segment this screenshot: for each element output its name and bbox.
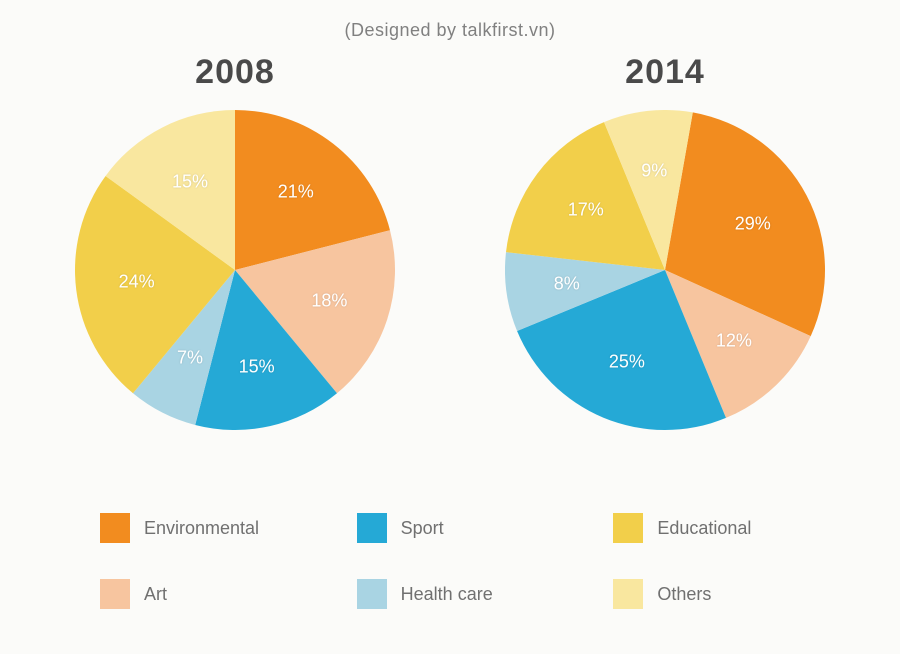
chart-2014: 2014 29%12%25%8%17%9% [505, 53, 825, 430]
pie-chart-2008: 21%18%15%7%24%15% [75, 110, 395, 430]
legend-item-art: Art [100, 574, 317, 614]
legend: Environmental Sport Educational Art Health c… [40, 508, 860, 624]
chart-title-2008: 2008 [195, 53, 275, 92]
legend-label-sport: Sport [401, 518, 444, 539]
chart-title-2014: 2014 [625, 53, 705, 92]
legend-item-healthcare: Health care [357, 574, 574, 614]
chart-container: (Designed by talkfirst.vn) 2008 21%18%15… [0, 0, 900, 654]
pie-chart-2014: 29%12%25%8%17%9% [505, 110, 825, 430]
legend-item-educational: Educational [613, 508, 830, 548]
legend-swatch-educational [613, 513, 643, 543]
legend-item-sport: Sport [357, 508, 574, 548]
legend-label-environmental: Environmental [144, 518, 259, 539]
legend-item-others: Others [613, 574, 830, 614]
chart-2008: 2008 21%18%15%7%24%15% [75, 53, 395, 430]
legend-swatch-environmental [100, 513, 130, 543]
legend-label-art: Art [144, 584, 167, 605]
legend-swatch-healthcare [357, 579, 387, 609]
legend-swatch-sport [357, 513, 387, 543]
legend-item-environmental: Environmental [100, 508, 317, 548]
subtitle: (Designed by talkfirst.vn) [40, 20, 860, 41]
legend-swatch-others [613, 579, 643, 609]
legend-label-educational: Educational [657, 518, 751, 539]
legend-label-others: Others [657, 584, 711, 605]
legend-label-healthcare: Health care [401, 584, 493, 605]
legend-swatch-art [100, 579, 130, 609]
charts-row: 2008 21%18%15%7%24%15% 2014 29%12%25%8%1… [40, 53, 860, 478]
